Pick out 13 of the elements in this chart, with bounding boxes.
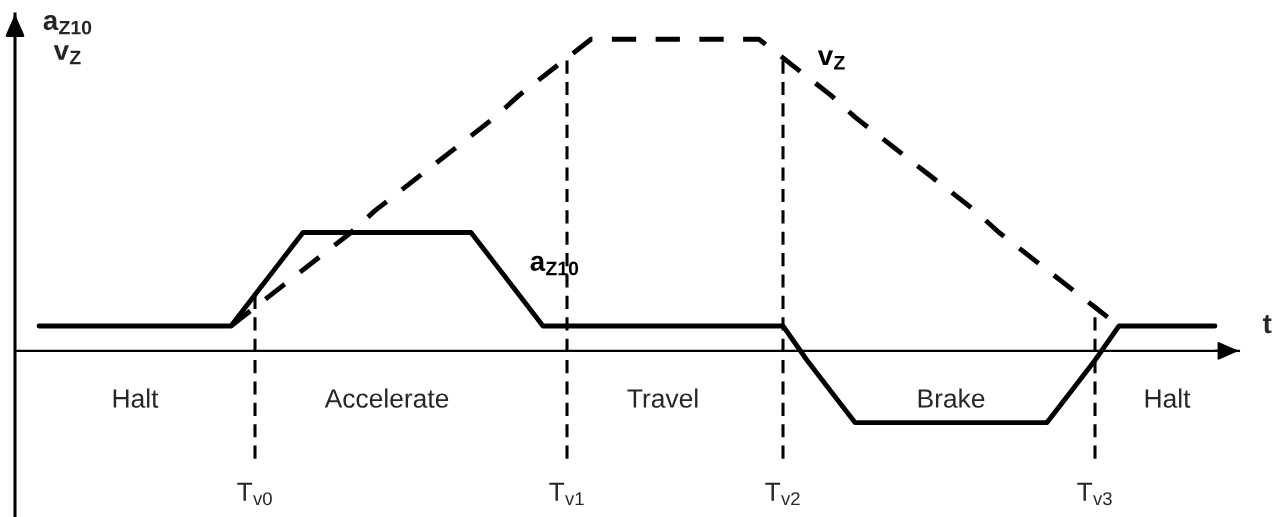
x-tick-label: T$_{v2}$ bbox=[765, 482, 800, 506]
y-axis-title: a$_{Z10}$ v$_{Z}$ bbox=[43, 14, 92, 65]
annotation: Travel bbox=[627, 388, 698, 408]
x-axis-title: t bbox=[1262, 314, 1272, 334]
annotation: Halt bbox=[1145, 388, 1191, 408]
series-label: a$_{Z10}$ bbox=[530, 255, 579, 276]
annotation: Brake bbox=[918, 388, 985, 408]
x-tick-label: T$_{v1}$ bbox=[549, 482, 584, 506]
x-tick-label: T$_{v0}$ bbox=[237, 482, 272, 506]
annotation: Accelerate bbox=[324, 388, 449, 408]
annotation: Halt bbox=[113, 388, 159, 408]
series-label: v$_{Z}$ bbox=[817, 50, 845, 70]
x-tick-label: T$_{v3}$ bbox=[1077, 482, 1112, 506]
